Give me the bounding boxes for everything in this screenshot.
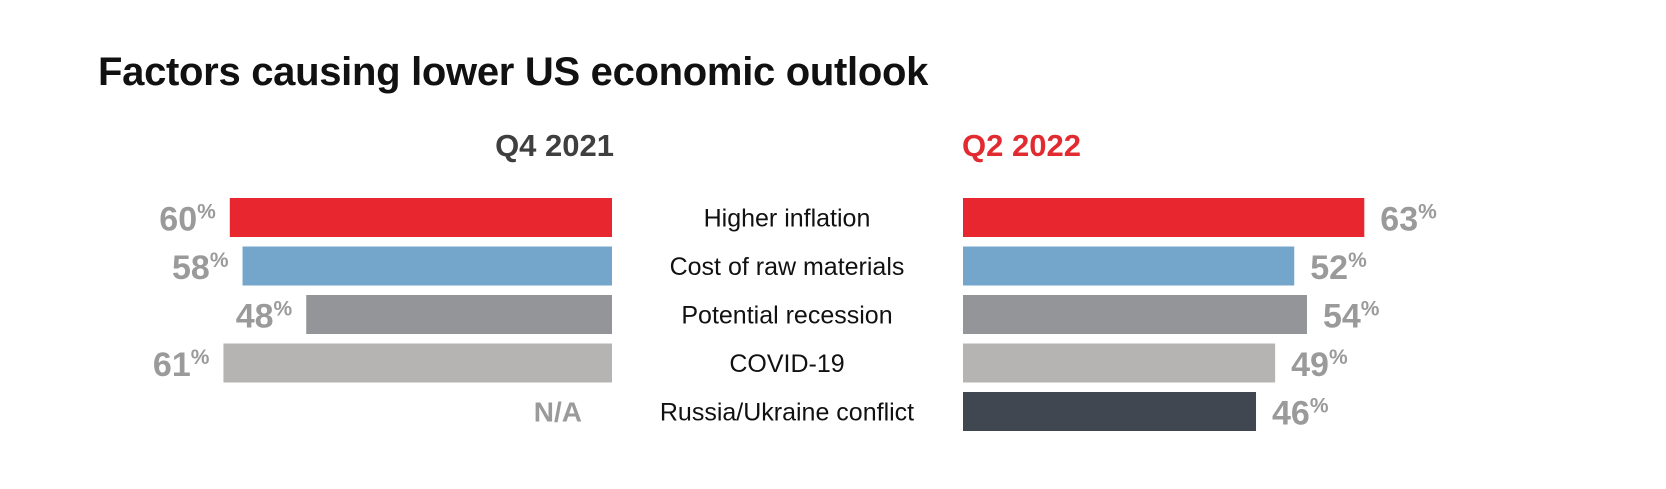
value-label-q4-2021-covid-19: 61% [153,346,210,384]
bar-q2-2022-covid-19 [963,343,1276,383]
value-label-q2-2022-potential-recession: 54% [1323,298,1380,336]
bar-q2-2022-cost-of-raw-materials [963,246,1295,286]
bar-q4-2021-higher-inflation [229,198,613,237]
chart-title: Factors causing lower US economic outloo… [98,50,929,94]
value-label-q4-2021-potential-recession: 48% [236,298,293,336]
na-label-q4-2021-russia-ukraine-conflict: N/A [534,397,582,428]
series-label-q4-2021: Q4 2021 [495,128,614,163]
bar-q4-2021-covid-19 [223,343,612,383]
category-label-russia-ukraine-conflict: Russia/Ukraine conflict [660,399,914,427]
value-label-q4-2021-cost-of-raw-materials: 58% [172,249,229,287]
bar-q2-2022-potential-recession [963,295,1307,334]
value-label-q2-2022-covid-19: 49% [1291,346,1348,384]
category-label-covid-19: COVID-19 [729,350,844,378]
value-label-q4-2021-higher-inflation: 60% [159,201,216,239]
series-label-q2-2022: Q2 2022 [962,128,1081,163]
bar-q2-2022-russia-ukraine-conflict [963,392,1257,431]
category-label-higher-inflation: Higher inflation [704,205,871,233]
bar-q4-2021-cost-of-raw-materials [242,246,613,286]
bar-q2-2022-higher-inflation [963,198,1365,237]
value-label-q2-2022-russia-ukraine-conflict: 46% [1272,395,1329,433]
category-label-potential-recession: Potential recession [681,302,892,330]
category-label-cost-of-raw-materials: Cost of raw materials [670,253,905,281]
value-label-q2-2022-cost-of-raw-materials: 52% [1310,249,1367,287]
bar-q4-2021-potential-recession [306,295,612,334]
value-label-q2-2022-higher-inflation: 63% [1380,201,1437,239]
